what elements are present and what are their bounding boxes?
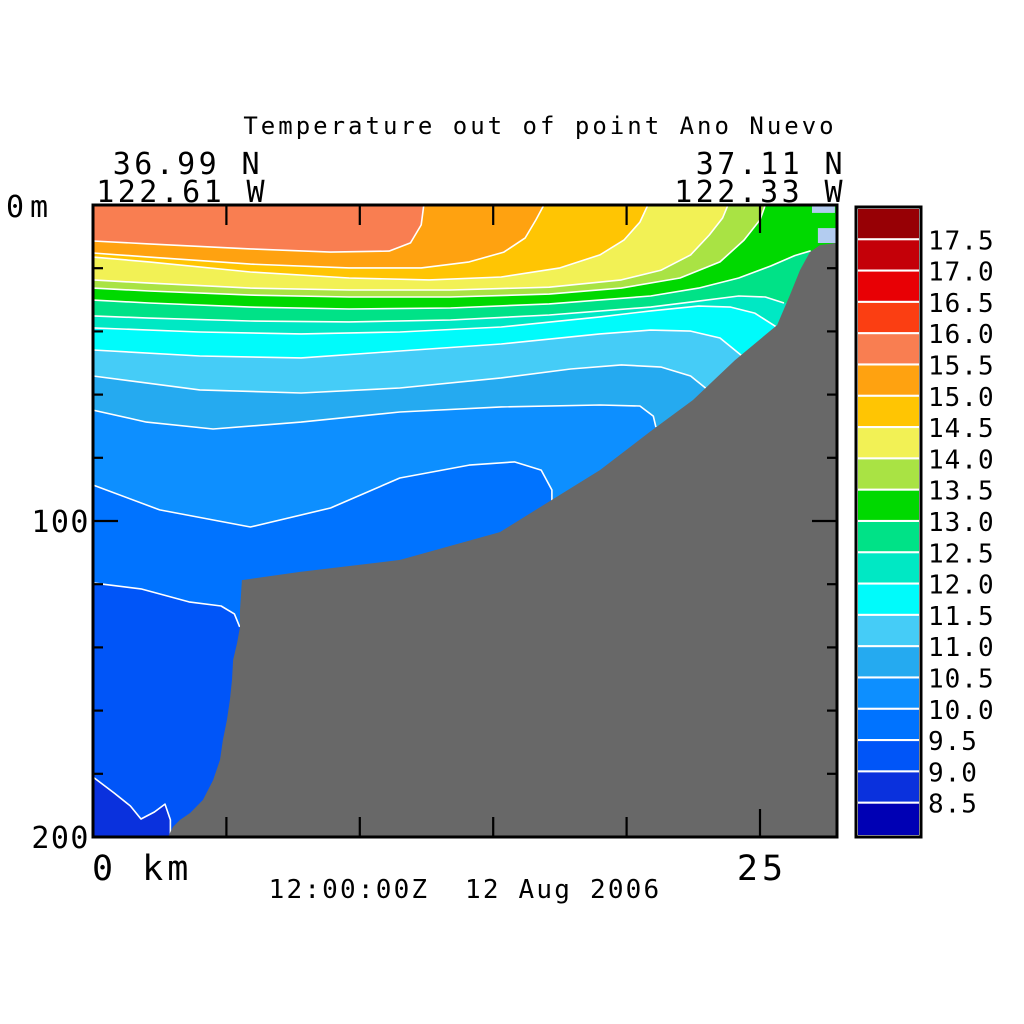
colorbar-cell-19 [858,209,919,239]
colorbar-cell-8 [858,553,919,583]
contour-line-11.5 [92,329,748,361]
colorbar-cell-2 [858,741,919,771]
colorbar-label-17.5: 17.5 [928,226,995,256]
colorbar-cell-4 [858,678,919,708]
colorbar-label-9.5: 9.5 [928,727,978,757]
colorbar-label-10.5: 10.5 [928,665,995,695]
colorbar: 17.517.016.516.015.515.014.514.013.513.0… [854,205,995,839]
y-axis-label-200: 200 [31,821,90,856]
contour-band-above-15.5 [93,205,424,253]
latitude-right-label: 37.11 N [696,147,846,182]
colorbar-cell-9 [858,522,919,552]
contour-line-14 [92,204,729,291]
contour-line-13 [92,250,811,310]
colorbar-label-10.0: 10.0 [928,696,995,726]
contour-line-11 [92,364,708,394]
colorbar-cell-6 [858,615,919,646]
missing-data-patches [812,205,838,243]
timestamp-label: 12:00:00Z 12 Aug 2006 [269,875,662,905]
longitude-right-label: 122.33 W [674,175,846,210]
colorbar-cell-5 [858,647,919,677]
seafloor [168,242,838,837]
missing-data-patch-1 [812,205,835,213]
missing-data-patch-2 [817,228,838,243]
colorbar-label-8.5: 8.5 [928,790,978,820]
seafloor-bathymetry [168,242,838,837]
colorbar-label-12.5: 12.5 [928,539,995,569]
colorbar-cell-17 [858,271,919,301]
plot-title: Temperature out of point Ano Nuevo [243,112,836,140]
colorbar-label-12.0: 12.0 [928,571,995,601]
latitude-left-label: 36.99 N [113,147,263,182]
contour-line-12 [92,305,777,335]
contour-lines [92,204,811,835]
colorbar-label-14.5: 14.5 [928,414,995,444]
colorbar-cell-10 [858,490,919,520]
contour-line-15 [92,204,545,269]
colorbar-label-13.5: 13.5 [928,477,995,507]
colorbar-cell-15 [858,334,919,364]
colorbar-label-17.0: 17.0 [928,258,995,288]
colorbar-label-15.0: 15.0 [928,383,995,413]
contour-line-13.5 [92,204,767,298]
colorbar-label-16.5: 16.5 [928,289,995,319]
contour-line-14.5 [92,204,649,281]
x-axis-label-0km: 0 km [92,849,192,889]
colorbar-cell-11 [858,459,919,489]
axis-ticks [93,205,837,837]
colorbar-cell-1 [858,772,919,802]
colorbar-label-11.5: 11.5 [928,602,995,632]
contour-line-9 [92,776,172,835]
colorbar-border [854,205,923,839]
colorbar-label-11.0: 11.0 [928,633,995,663]
colorbar-cell-13 [858,396,919,426]
contour-line-10 [92,461,553,528]
colorbar-cell-12 [858,428,919,458]
colorbar-label-14.0: 14.0 [928,445,995,475]
colorbar-label-16.0: 16.0 [928,320,995,350]
contour-line-15.5 [92,204,425,253]
contour-line-9.5 [92,582,241,628]
colorbar-cell-7 [858,584,919,614]
contour-line-12.5 [92,295,785,323]
colorbar-cell-16 [858,302,919,333]
longitude-left-label: 122.61 W [96,175,268,210]
contour-line-10.5 [92,404,657,430]
colorbar-cell-14 [858,365,919,395]
x-axis-label-25: 25 [737,849,787,889]
colorbar-label-9.0: 9.0 [928,758,978,788]
y-axis-label-100: 100 [31,505,90,540]
colorbar-cell-0 [858,803,919,835]
plot-border [91,203,839,839]
colorbar-label-13.0: 13.0 [928,508,995,538]
colorbar-label-15.5: 15.5 [928,352,995,382]
colorbar-cell-3 [858,709,919,739]
colorbar-cell-18 [858,240,919,270]
y-axis-label-0m: 0m [6,190,54,225]
